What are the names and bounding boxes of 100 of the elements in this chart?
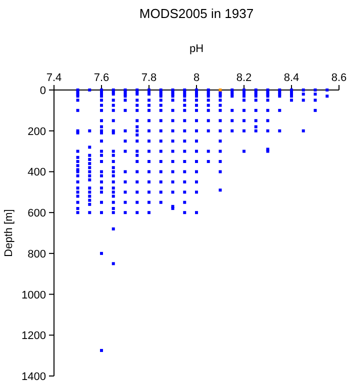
point [159, 190, 162, 194]
point [76, 156, 80, 159]
point [124, 200, 127, 204]
point [218, 140, 222, 143]
point [88, 186, 92, 190]
chart-title: MODS2005 in 1937 [139, 6, 254, 21]
point [136, 108, 139, 112]
point [100, 160, 103, 163]
point [218, 104, 222, 107]
point [76, 174, 80, 178]
point [148, 98, 150, 102]
point [112, 170, 115, 174]
point [100, 252, 103, 255]
point [159, 140, 162, 143]
point [88, 154, 92, 157]
point [183, 119, 186, 122]
point [88, 174, 92, 178]
point [254, 119, 258, 122]
point [254, 125, 258, 128]
point [76, 150, 80, 153]
point [195, 108, 198, 112]
point [88, 198, 92, 202]
point [183, 129, 186, 132]
point [302, 88, 305, 92]
point [148, 150, 150, 153]
point [88, 146, 92, 149]
point [314, 108, 317, 112]
point [159, 98, 162, 102]
point [183, 190, 186, 194]
point [195, 190, 198, 194]
point [254, 129, 258, 132]
point [171, 190, 174, 194]
point [112, 190, 115, 194]
point [124, 108, 127, 112]
x-tick-label: 8.2 [236, 72, 252, 84]
point [206, 160, 210, 163]
point [314, 88, 317, 92]
point [171, 150, 174, 153]
point [206, 150, 210, 153]
point [76, 190, 80, 194]
point [302, 92, 305, 96]
point [218, 160, 222, 163]
y-tick-label: 200 [28, 126, 46, 138]
point [100, 186, 103, 190]
point [148, 104, 150, 107]
point [88, 162, 92, 166]
point [112, 108, 115, 112]
y-axis-title: Depth [m] [3, 209, 15, 257]
point [148, 211, 150, 214]
point [136, 133, 139, 136]
point [290, 98, 293, 102]
point [171, 180, 174, 184]
point [326, 88, 329, 92]
point [183, 98, 186, 102]
point [183, 200, 186, 204]
point [76, 180, 80, 184]
point [88, 158, 92, 161]
point [230, 129, 234, 132]
point [148, 108, 150, 112]
point [159, 150, 162, 153]
point [124, 170, 127, 174]
point [76, 194, 80, 198]
point [171, 119, 174, 122]
point [88, 88, 92, 92]
point [148, 200, 150, 204]
point [266, 119, 270, 122]
point [278, 129, 282, 132]
point [136, 211, 139, 214]
point [76, 186, 80, 190]
point [302, 129, 305, 132]
point [230, 119, 234, 122]
point [314, 98, 317, 102]
point [183, 180, 186, 184]
point [195, 150, 198, 153]
point [206, 98, 210, 102]
point [76, 211, 80, 214]
point [100, 174, 103, 178]
point [183, 140, 186, 143]
point [88, 202, 92, 206]
point [88, 129, 92, 132]
point [171, 160, 174, 163]
point [206, 108, 210, 112]
point [302, 98, 305, 102]
point [206, 129, 210, 132]
point [314, 92, 317, 96]
point [124, 150, 127, 153]
point [100, 170, 103, 174]
x-tick-label: 8 [193, 72, 200, 84]
point [148, 190, 150, 194]
y-tick-label: 1400 [22, 371, 46, 383]
y-tick-label: 400 [28, 166, 46, 179]
point [112, 180, 115, 184]
point [159, 104, 162, 107]
point [136, 125, 139, 128]
point [76, 160, 80, 163]
point [136, 154, 139, 157]
point [218, 108, 222, 112]
y-tick-label: 0 [40, 85, 46, 97]
point [136, 129, 139, 132]
y-tick-label: 1000 [22, 289, 46, 302]
